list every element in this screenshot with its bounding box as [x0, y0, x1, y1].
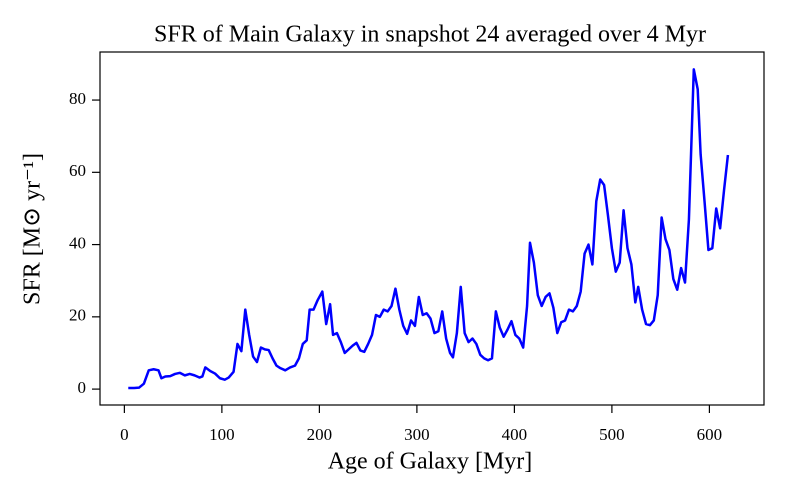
x-tick-label: 500 — [599, 425, 625, 444]
y-tick-label: 0 — [78, 378, 87, 397]
x-tick-label: 300 — [404, 425, 430, 444]
plot-frame — [99, 51, 765, 406]
y-tick-label: 40 — [69, 233, 86, 252]
x-tick-label: 0 — [120, 425, 129, 444]
x-tick-label: 100 — [209, 425, 235, 444]
y-axis-label: SFR [M⊙ yr⁻¹] — [20, 153, 46, 305]
y-tick-label: 60 — [69, 161, 86, 180]
y-tick-label: 80 — [69, 89, 86, 108]
data-line — [128, 68, 730, 390]
x-tick-label: 400 — [502, 425, 528, 444]
x-tick-label: 200 — [307, 425, 333, 444]
y-tick-label: 20 — [69, 306, 86, 325]
chart-title: SFR of Main Galaxy in snapshot 24 averag… — [154, 22, 706, 48]
x-axis-label: Age of Galaxy [Myr] — [328, 449, 533, 475]
x-tick-label: 600 — [697, 425, 723, 444]
